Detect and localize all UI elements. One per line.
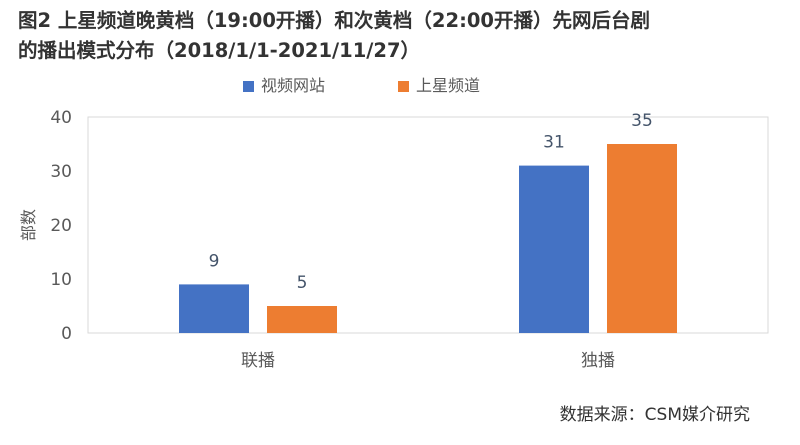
- x-tick-label-1: 联播: [241, 351, 275, 371]
- y-tick-label-2: 20: [50, 216, 72, 236]
- x-tick-label-2: 独播: [581, 351, 615, 371]
- plot-area-border: [87, 116, 769, 334]
- chart-title-line-2: 的播出模式分布（2018/1/1-2021/11/27）: [18, 39, 421, 62]
- data-label-s2-2: 35: [631, 111, 653, 131]
- y-axis-title: 部数: [19, 209, 38, 241]
- chart-title: 图2 上星频道晚黄档（19:00开播）和次黄档（22:00开播）先网后台剧 的播…: [18, 6, 788, 66]
- chart-title-line-1: 图2 上星频道晚黄档（19:00开播）和次黄档（22:00开播）先网后台剧: [18, 9, 650, 32]
- data-label-s1-1: 9: [209, 251, 220, 271]
- bar-s1-2: [519, 165, 589, 333]
- bar-s2-2: [607, 144, 677, 333]
- y-tick-label-1: 10: [50, 270, 72, 290]
- bar-s2-1: [267, 306, 337, 333]
- data-label-s1-2: 31: [543, 133, 565, 153]
- legend-label-1: 视频网站: [261, 76, 325, 95]
- y-tick-label-4: 40: [50, 108, 72, 128]
- legend-swatch-1: [243, 81, 254, 92]
- legend-label-2: 上星频道: [416, 76, 480, 95]
- bar-s1-1: [179, 284, 249, 333]
- data-source-note: 数据来源：CSM媒介研究: [559, 405, 750, 425]
- data-label-s2-1: 5: [297, 273, 308, 293]
- y-tick-label-0: 0: [61, 324, 72, 344]
- y-tick-label-3: 30: [50, 162, 72, 182]
- legend-swatch-2: [398, 81, 409, 92]
